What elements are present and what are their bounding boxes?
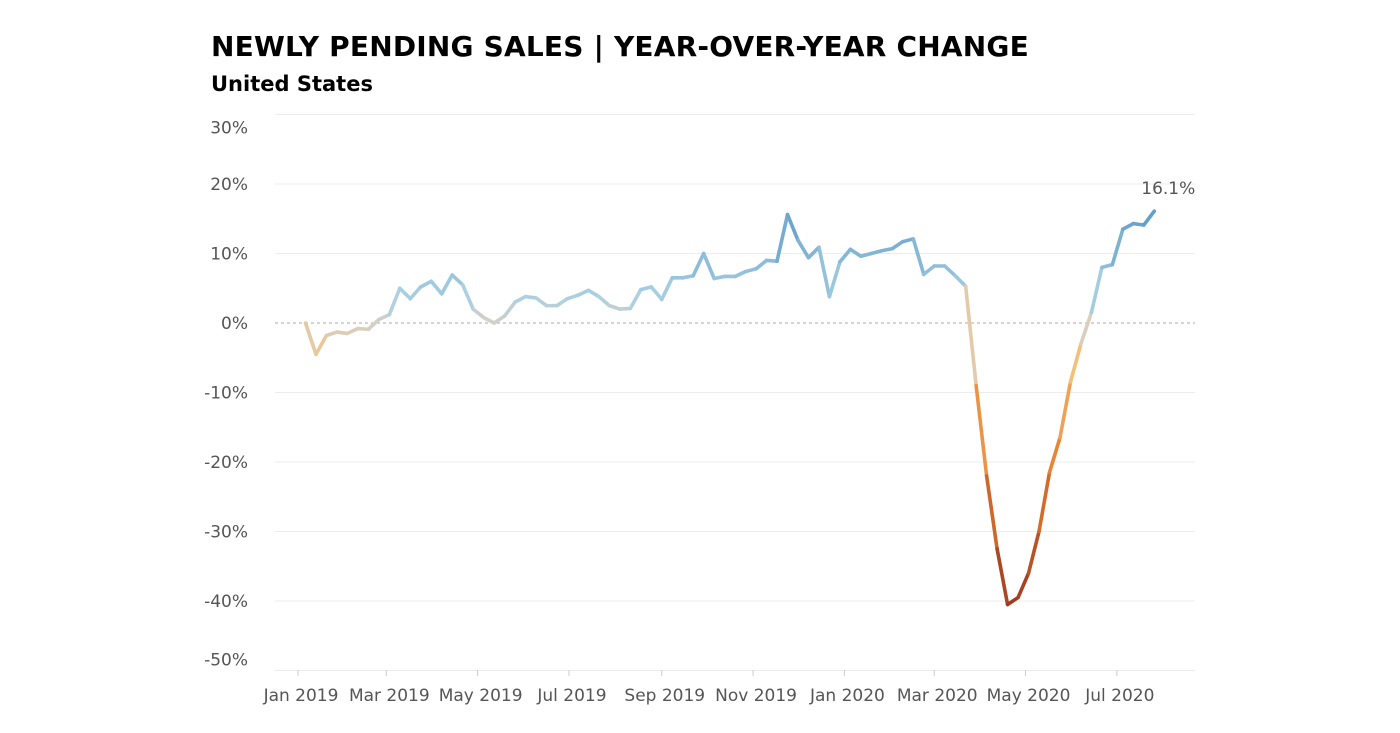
line-segment xyxy=(911,237,926,277)
line-segment xyxy=(303,321,318,357)
line-segment xyxy=(733,269,748,279)
x-tick-label: Jan 2020 xyxy=(809,686,885,706)
line-segment xyxy=(817,245,832,299)
line-segment xyxy=(1142,209,1157,227)
line-segment xyxy=(450,273,465,287)
y-tick-label: 10% xyxy=(210,245,248,265)
line-segment xyxy=(607,303,622,311)
line-segment xyxy=(691,251,706,278)
line-segment xyxy=(1005,595,1020,607)
line-segment xyxy=(848,247,863,259)
x-tick-label: Sep 2019 xyxy=(624,686,705,706)
line-segment xyxy=(565,293,580,301)
y-tick-label: -20% xyxy=(204,453,248,473)
y-tick-label: -40% xyxy=(204,592,248,612)
line-segment xyxy=(1037,470,1052,534)
chart-subtitle: United States xyxy=(211,72,373,96)
line-segment xyxy=(796,238,811,260)
line-segment xyxy=(942,264,957,278)
line-segment xyxy=(324,330,339,338)
line-segment xyxy=(555,296,570,308)
line-segment xyxy=(1100,262,1115,270)
line-segment xyxy=(502,300,517,318)
line-segment xyxy=(429,279,444,296)
gridlines xyxy=(275,114,1195,671)
line-segment xyxy=(397,286,413,301)
chart-title: NEWLY PENDING SALES | YEAR-OVER-YEAR CHA… xyxy=(211,30,1029,63)
line-segment xyxy=(492,314,507,325)
line-segment xyxy=(963,284,978,388)
line-segment xyxy=(377,312,392,322)
line-segment xyxy=(890,239,905,251)
y-axis: 30% 20% 10% 0% -10% -20% -30% -40% -50% xyxy=(204,119,248,671)
line-segment xyxy=(984,474,999,551)
y-tick-label: 30% xyxy=(210,119,248,139)
line-segment xyxy=(838,247,853,264)
x-tick-label: Jul 2020 xyxy=(1084,686,1154,706)
line-segment xyxy=(418,279,434,289)
line-segment xyxy=(408,285,423,301)
line-segment xyxy=(481,315,496,325)
line-segment xyxy=(460,282,475,311)
line-segment xyxy=(597,294,612,308)
line-segment xyxy=(1110,227,1125,267)
line-segment xyxy=(775,212,790,263)
line-segment xyxy=(827,260,842,299)
line-segment xyxy=(1026,529,1041,576)
y-tick-label: 20% xyxy=(210,175,248,195)
line-segment xyxy=(345,326,360,336)
line-segment xyxy=(471,307,486,320)
line-segment xyxy=(1089,265,1104,315)
line-segment xyxy=(387,286,402,317)
line-segment xyxy=(1058,380,1073,440)
y-tick-label: -10% xyxy=(204,384,248,404)
line-segment xyxy=(639,285,654,292)
line-segment xyxy=(785,212,800,243)
line-segment xyxy=(659,276,675,302)
data-line xyxy=(303,209,1157,607)
last-value-label: 16.1% xyxy=(1141,179,1195,199)
line-segment xyxy=(754,258,769,271)
line-segment xyxy=(869,248,884,256)
line-segment xyxy=(701,251,716,281)
x-tick-label: Nov 2019 xyxy=(715,686,797,706)
line-segment xyxy=(1068,342,1083,384)
y-tick-label: -50% xyxy=(204,651,248,671)
line-segment xyxy=(1079,310,1094,346)
line-segment xyxy=(806,245,821,260)
line-segment xyxy=(439,273,454,296)
line-segment xyxy=(534,296,549,308)
line-segment xyxy=(1121,221,1136,231)
x-tick-label: May 2019 xyxy=(439,686,523,706)
line-segment xyxy=(513,294,528,304)
line-segment xyxy=(743,266,758,274)
y-tick-label: -30% xyxy=(204,523,248,543)
line-segment xyxy=(576,288,591,298)
line-segment xyxy=(586,288,601,299)
line-segment xyxy=(859,251,874,259)
x-tick-label: May 2020 xyxy=(987,686,1071,706)
line-segment xyxy=(900,237,916,244)
x-tick-label: Jul 2019 xyxy=(536,686,606,706)
line-segment xyxy=(1047,435,1062,475)
line-segment xyxy=(953,273,968,288)
line-segment xyxy=(366,317,381,332)
x-tick-label: Jan 2019 xyxy=(263,686,339,706)
y-tick-label: 0% xyxy=(221,314,248,334)
line-segment xyxy=(314,333,329,357)
line-segment xyxy=(1016,571,1031,600)
line-segment xyxy=(921,264,937,277)
line-segment xyxy=(628,287,643,311)
x-axis: Jan 2019 Mar 2019 May 2019 Jul 2019 Sep 2019… xyxy=(263,670,1154,706)
x-tick-label: Mar 2019 xyxy=(349,686,430,706)
line-segment xyxy=(995,547,1010,607)
x-tick-label: Mar 2020 xyxy=(897,686,978,706)
line-segment xyxy=(974,383,989,478)
line-segment xyxy=(649,285,664,302)
